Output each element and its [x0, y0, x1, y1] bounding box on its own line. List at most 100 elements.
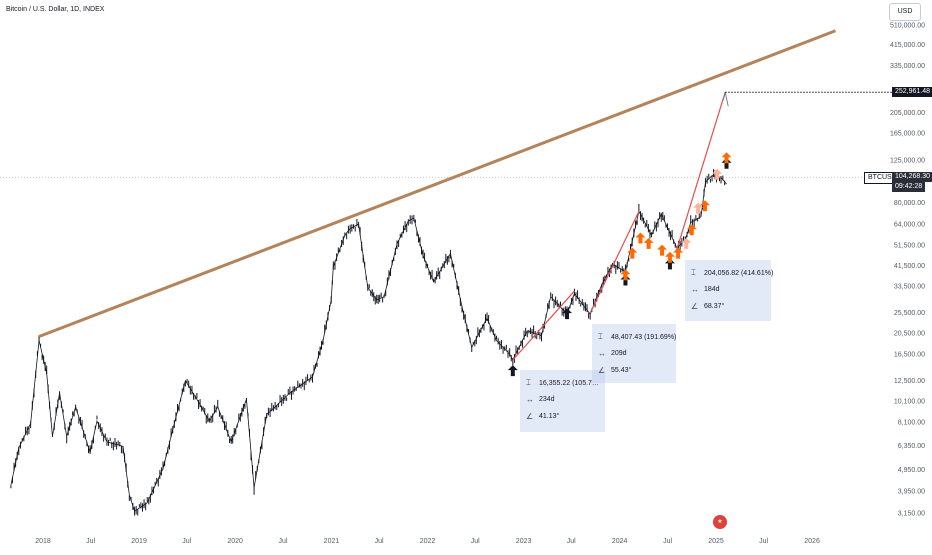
price-line	[10, 175, 727, 512]
measure-change-icon: ⌶	[598, 332, 603, 341]
x-tick-label: Jul	[759, 538, 768, 545]
measure-duration-icon: ↔	[526, 395, 534, 404]
measure-angle-icon: ∠	[598, 366, 606, 375]
measure-angle-icon: ∠	[526, 412, 534, 421]
measure-angle-row: ∠ 68.37°	[691, 302, 724, 311]
up-arrow-icon	[721, 152, 732, 164]
y-tick-label: 25,500.00	[894, 310, 925, 317]
measure-segment	[512, 290, 575, 361]
y-tick-label: 6,350.00	[898, 443, 925, 450]
y-tick-label: 51,500.00	[894, 242, 925, 249]
y-tick-label: 4,950.00	[898, 467, 925, 474]
measure-duration-icon: ↔	[598, 349, 606, 358]
measure-angle: 55.43°	[611, 367, 632, 374]
price-countdown-tag: 09:42:28	[892, 182, 926, 193]
currency-button[interactable]: USD	[889, 3, 921, 21]
measure-duration-row: ↔ 209d	[598, 349, 627, 358]
up-arrow-icon	[627, 247, 638, 259]
up-arrow-icon	[673, 247, 684, 259]
y-tick-label: 415,000.00	[890, 42, 925, 49]
x-axis: 2018 Jul 2019 Jul 2020 Jul 2021 Jul 2022 Jul 2023 J…	[35, 538, 820, 545]
x-tick-label: Jul	[567, 538, 576, 545]
up-arrow-icon	[693, 202, 704, 214]
y-tick-label: 33,500.00	[894, 284, 925, 291]
measure-change: 204,056.82 (414.61%)	[704, 269, 774, 277]
up-arrow-icon	[562, 308, 573, 320]
measure-change-row: ⌶ 48,407.43 (191.69%)	[598, 332, 676, 342]
x-tick-label: 2018	[35, 538, 51, 545]
x-tick-label: 2022	[420, 538, 436, 545]
y-tick-label: 16,500.00	[894, 352, 925, 359]
measure-duration: 209d	[611, 350, 627, 357]
up-arrow-icon	[620, 269, 631, 281]
y-tick-label: 64,000.00	[894, 222, 925, 229]
measure-angle-icon: ∠	[691, 302, 699, 311]
measure-change: 48,407.43 (191.69%)	[611, 333, 677, 341]
x-tick-label: 2020	[227, 538, 243, 545]
up-arrow-icon	[681, 237, 692, 249]
y-tick-label: 41,500.00	[894, 263, 925, 270]
up-arrow-icon	[507, 365, 518, 377]
measure-change-row: ⌶ 16,355.22 (105.7…	[526, 378, 599, 388]
up-arrow-icon	[635, 232, 646, 244]
measure-change-icon: ⌶	[526, 378, 531, 387]
target-price-tag: 252,961.48	[892, 87, 932, 98]
price-series	[10, 169, 727, 516]
measurement-box: ⌶ 204,056.82 (414.61%) ↔ 184d ∠ 68.37°	[685, 260, 773, 321]
measure-change-icon: ⌶	[691, 268, 696, 277]
measure-change: 16,355.22 (105.7…	[539, 379, 599, 387]
y-tick-label: 20,500.00	[894, 331, 925, 338]
measure-duration: 234d	[539, 396, 555, 403]
x-tick-label: Jul	[663, 538, 672, 545]
up-arrow-icon	[686, 224, 697, 236]
measure-duration-row: ↔ 234d	[526, 395, 555, 404]
current-symbol-tag: BTCUSD	[864, 172, 901, 185]
measure-change-row: ⌶ 204,056.82 (414.61%)	[691, 268, 773, 278]
y-tick-label: 12,500.00	[894, 378, 925, 385]
x-tick-label: 2024	[612, 538, 628, 545]
up-arrow-icon	[643, 237, 654, 249]
y-tick-label: 3,950.00	[898, 489, 925, 496]
y-tick-label: 125,000.00	[890, 157, 925, 164]
measure-angle: 41.13°	[539, 413, 560, 420]
measure-angle: 68.37°	[704, 303, 725, 310]
y-tick-label: 80,000.00	[894, 200, 925, 207]
y-tick-label: 8,100.00	[898, 420, 925, 427]
flag-icon: ★	[713, 515, 727, 529]
measurement-box: ⌶ 16,355.22 (105.7… ↔ 234d ∠ 41.13°	[520, 370, 605, 432]
measure-angle-row: ∠ 55.43°	[598, 366, 631, 375]
measure-duration-icon: ↔	[691, 285, 699, 294]
x-tick-label: 2021	[324, 538, 340, 545]
x-tick-label: Jul	[279, 538, 288, 545]
up-arrow-icon	[712, 168, 723, 180]
x-tick-label: 2023	[516, 538, 532, 545]
x-tick-label: 2019	[131, 538, 147, 545]
measure-angle-row: ∠ 41.13°	[526, 412, 559, 421]
y-tick-label: 3,150.00	[898, 510, 925, 517]
measure-duration-row: ↔ 184d	[691, 285, 720, 294]
measure-segment	[676, 92, 726, 250]
up-arrow-icon	[657, 244, 668, 256]
y-axis: 510,000.00 415,000.00 335,000.00 205,000.00…	[890, 22, 925, 517]
up-arrow-icon	[664, 251, 675, 263]
x-tick-label: Jul	[375, 538, 384, 545]
x-tick-label: Jul	[86, 538, 95, 545]
y-tick-label: 510,000.00	[890, 22, 925, 29]
measure-duration: 184d	[704, 286, 720, 293]
x-tick-label: 2026	[804, 538, 820, 545]
y-tick-label: 10,100.00	[894, 399, 925, 406]
current-price-tag: 104,268.30	[892, 172, 932, 183]
x-tick-label: Jul	[182, 538, 191, 545]
resistance-trendline	[38, 29, 837, 338]
y-tick-label: 205,000.00	[890, 110, 925, 117]
y-tick-label: 335,000.00	[890, 63, 925, 70]
x-tick-label: Jul	[471, 538, 480, 545]
x-tick-label: 2025	[708, 538, 724, 545]
measure-segment	[589, 211, 640, 314]
signal-arrows	[507, 152, 732, 377]
symbol-title: Bitcoin / U.S. Dollar, 1D, INDEX	[6, 6, 105, 13]
measurement-box: ⌶ 48,407.43 (191.69%) ↔ 209d ∠ 55.43°	[592, 324, 676, 383]
y-tick-label: 165,000.00	[890, 131, 925, 138]
